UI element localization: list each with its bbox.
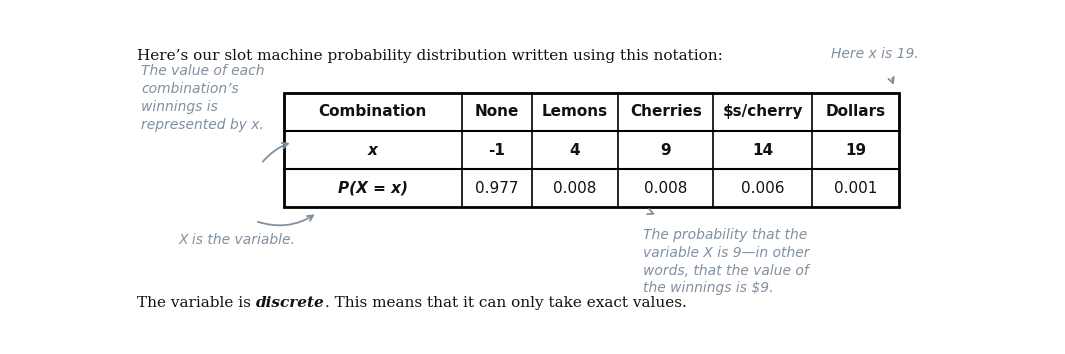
Text: X is the variable.: X is the variable. xyxy=(179,233,295,247)
Text: Here’s our slot machine probability distribution written using this notation:: Here’s our slot machine probability dist… xyxy=(137,49,723,63)
Text: The probability that the
variable X is 9—in other
words, that the value of
the w: The probability that the variable X is 9… xyxy=(643,228,809,295)
Text: 19: 19 xyxy=(846,143,866,158)
Text: P(X = x): P(X = x) xyxy=(338,181,408,196)
Text: Cherries: Cherries xyxy=(630,104,702,120)
Text: Combination: Combination xyxy=(318,104,427,120)
Text: Lemons: Lemons xyxy=(542,104,608,120)
Text: 0.008: 0.008 xyxy=(554,181,596,196)
Text: x: x xyxy=(368,143,378,158)
Text: The variable is: The variable is xyxy=(137,296,256,310)
Text: The value of each
combination’s
winnings is
represented by x.: The value of each combination’s winnings… xyxy=(142,64,265,132)
Text: -1: -1 xyxy=(488,143,505,158)
Text: 0.001: 0.001 xyxy=(834,181,878,196)
Bar xyxy=(284,93,899,207)
Text: $s/cherry: $s/cherry xyxy=(723,104,803,120)
Text: Here x is 19.: Here x is 19. xyxy=(831,47,918,61)
Text: . This means that it can only take exact values.: . This means that it can only take exact… xyxy=(325,296,687,310)
Text: 4: 4 xyxy=(570,143,580,158)
Text: Dollars: Dollars xyxy=(825,104,886,120)
Text: 9: 9 xyxy=(660,143,671,158)
Text: discrete: discrete xyxy=(256,296,325,310)
Text: 0.006: 0.006 xyxy=(741,181,785,196)
Text: 0.977: 0.977 xyxy=(475,181,519,196)
Text: None: None xyxy=(475,104,519,120)
Text: 14: 14 xyxy=(752,143,773,158)
Text: 0.008: 0.008 xyxy=(644,181,688,196)
